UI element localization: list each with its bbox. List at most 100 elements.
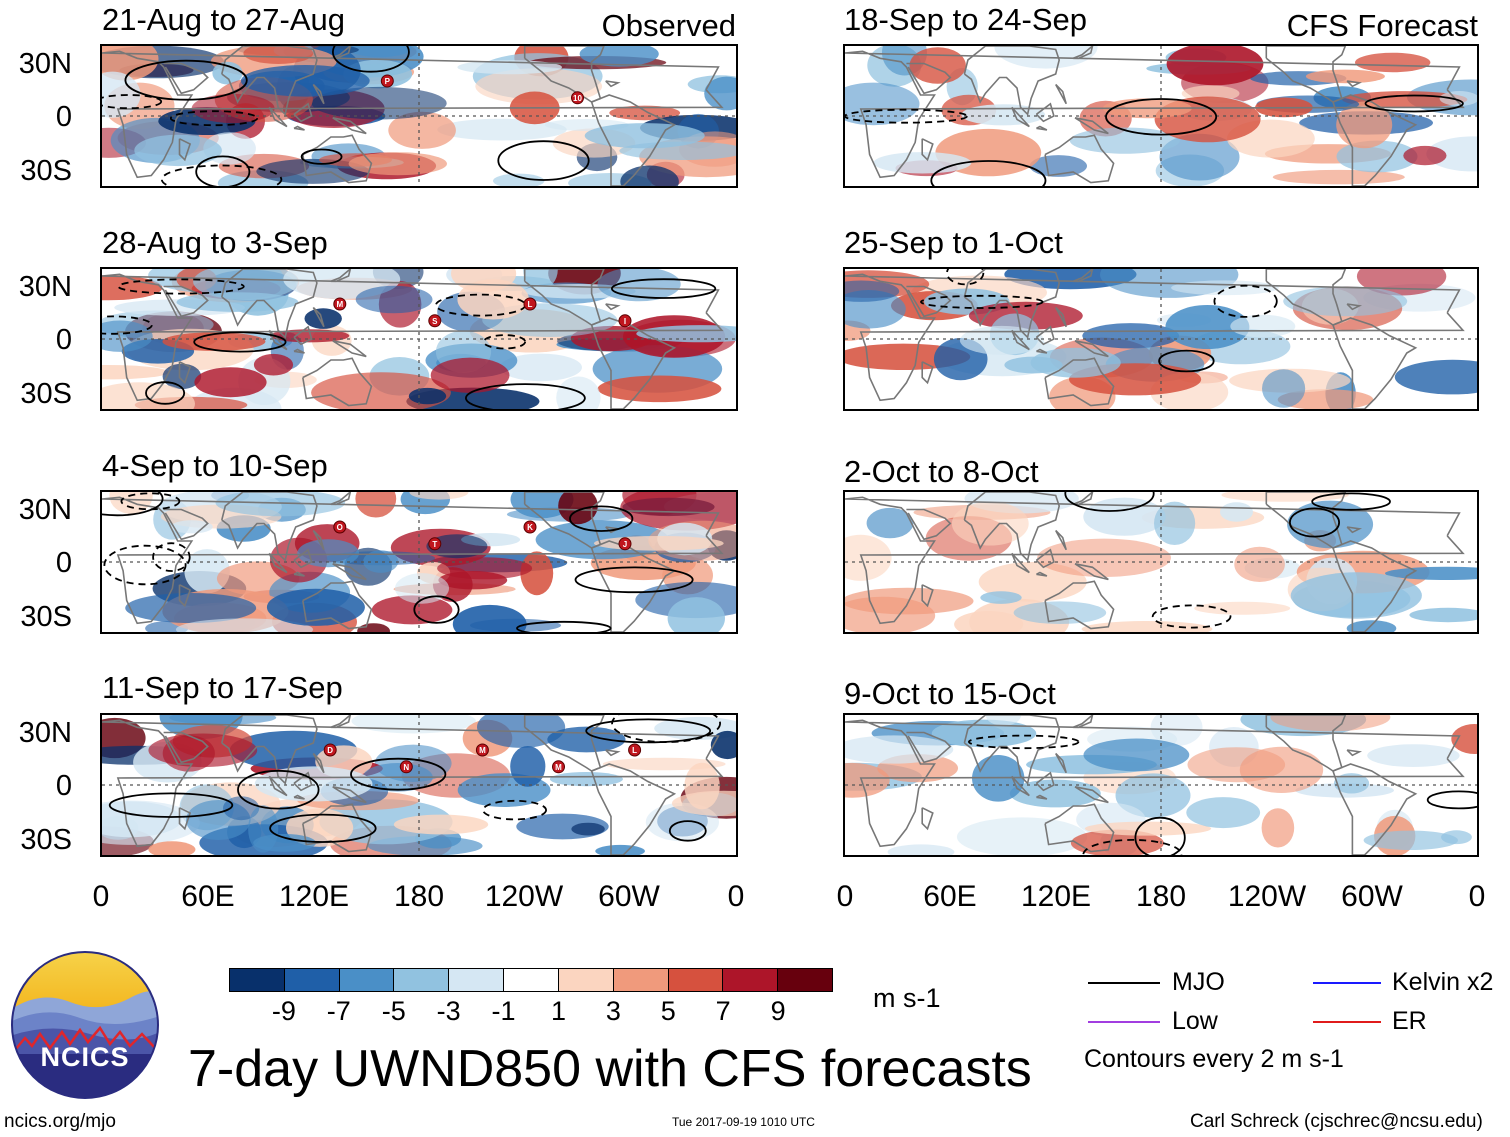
anomaly-patch [1394, 359, 1477, 395]
anomaly-patch [134, 134, 222, 167]
anomaly-patch [426, 534, 488, 559]
coastlines [845, 492, 1465, 632]
anomaly-patch [549, 772, 623, 787]
mjo-contour [237, 769, 320, 810]
anomaly-patch [845, 280, 900, 302]
mjo-contour [610, 278, 717, 299]
mjo-contour [1364, 94, 1464, 113]
storm-letter: P [385, 77, 391, 86]
map-field [845, 269, 1477, 409]
legend-swatch-er [1313, 1021, 1381, 1023]
y-label-30n: 30N [18, 717, 72, 749]
storm-icon [523, 297, 537, 311]
storm-letter: M [479, 746, 486, 755]
anomaly-patch [499, 353, 582, 382]
anomaly-patch [169, 715, 277, 725]
anomaly-patch [1154, 501, 1196, 545]
anomaly-patch [493, 173, 545, 186]
colorbar-segment [612, 969, 668, 991]
anomaly-patch [620, 165, 679, 186]
coastline [605, 303, 621, 311]
forecast-column-label: CFS Forecast [1286, 8, 1478, 43]
tropical-cyclone-marker: I [618, 314, 632, 328]
anomaly-patch [175, 618, 314, 632]
anomaly-patch [654, 716, 736, 740]
anomaly-patch [243, 46, 314, 64]
storm-icon [333, 520, 347, 534]
mjo-contour [1158, 349, 1215, 373]
legend-swatch-mjo [1088, 982, 1160, 984]
colorbar-segment [338, 969, 394, 991]
mjo-contour [102, 94, 163, 110]
anomaly-patch [1009, 779, 1101, 808]
mjo-contour [482, 799, 548, 821]
coastline [845, 496, 1465, 625]
anomaly-patch [845, 534, 892, 581]
anomaly-patch [671, 790, 736, 817]
coastline [590, 763, 677, 855]
coastlines [102, 46, 724, 186]
anomaly-patch [240, 65, 370, 97]
anomaly-patch [1270, 715, 1391, 732]
footer-credit: Carl Schreck (cjschrec@ncsu.edu) [1190, 1111, 1483, 1132]
anomaly-patch [1220, 502, 1253, 522]
mjo-contour [1134, 816, 1186, 855]
footer-url[interactable]: ncics.org/mjo [4, 1111, 116, 1132]
anomaly-patch [1194, 601, 1291, 615]
coastline [963, 269, 1061, 339]
coastline [1054, 83, 1067, 105]
legend-swatch-kelvin [1313, 982, 1381, 984]
forecast-map-panel-4 [843, 713, 1479, 857]
coastline [921, 584, 934, 608]
anomaly-patch [571, 822, 605, 836]
anomaly-patch [1171, 280, 1279, 296]
mjo-contour [920, 294, 1044, 309]
anomaly-patch [125, 593, 257, 623]
y-label-eq: 0 [55, 324, 72, 356]
y-label-30s: 30S [20, 601, 72, 633]
coastline [293, 102, 313, 123]
coastline [221, 46, 318, 116]
anomaly-patch [1159, 133, 1240, 181]
anomaly-patch [408, 387, 447, 405]
coastline [1011, 329, 1030, 351]
anomaly-patch [1083, 497, 1166, 536]
anomaly-patch [162, 332, 266, 351]
tropical-cyclone-marker: M [552, 760, 565, 774]
mjo-contour [102, 492, 164, 517]
x-label-120e: 120E [278, 880, 350, 913]
y-label-30s: 30S [20, 824, 72, 856]
x-label-180: 180 [1135, 880, 1187, 913]
colorbar-tick-label: -1 [491, 996, 516, 1026]
coastline [1265, 269, 1347, 326]
anomaly-patch [215, 492, 346, 517]
colorbar-units: m s-1 [873, 983, 941, 1013]
coastline [163, 285, 209, 318]
anomaly-patch [1283, 286, 1408, 317]
anomaly-patch [636, 325, 736, 343]
anomaly-patch [1166, 46, 1264, 86]
storm-letter: T [432, 540, 437, 549]
observed-panel-2-title: 28-Aug to 3-Sep [102, 225, 328, 260]
coastline [1072, 715, 1094, 729]
anomaly-patch [102, 800, 200, 845]
anomaly-patch [311, 86, 447, 120]
forecast-panel-4-title: 9-Oct to 15-Oct [844, 676, 1056, 711]
mjo-contours [967, 734, 1477, 855]
colorbar-segment [667, 969, 723, 991]
storm-icon [333, 297, 347, 311]
mjo-contour [152, 542, 191, 572]
anomaly-patch [980, 591, 1022, 604]
x-label-0: 0 [836, 880, 854, 913]
coastline [102, 273, 724, 402]
colorbar-segment [283, 969, 339, 991]
anomaly-patch [909, 47, 966, 84]
mjo-contours [108, 715, 721, 843]
coastline [1054, 752, 1067, 774]
coastline [1265, 715, 1347, 772]
coastline [1346, 80, 1363, 88]
anomaly-patch [348, 152, 447, 176]
tropical-cyclone-marker: K [523, 520, 537, 534]
anomaly-patch [1385, 566, 1477, 580]
figure-title: 7-day UWND850 with CFS forecasts [188, 1040, 1032, 1098]
